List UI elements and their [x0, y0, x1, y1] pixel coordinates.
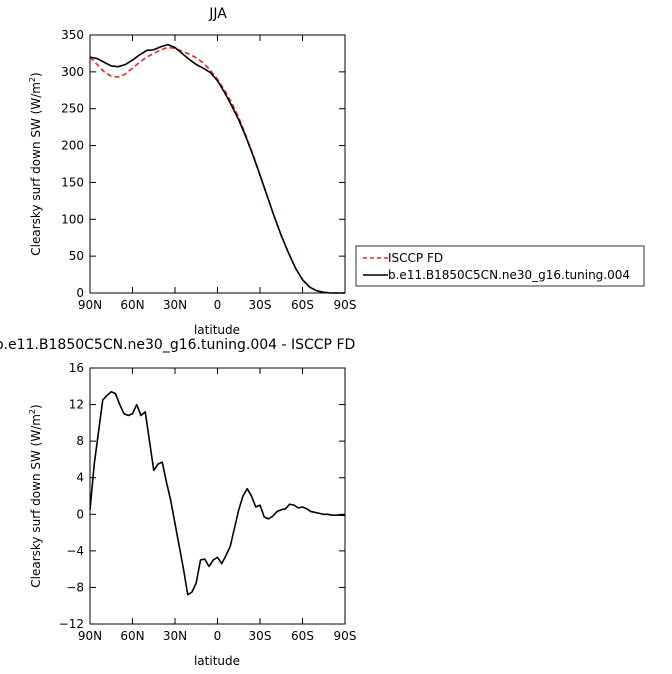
top-x-tick-label: 60N [120, 298, 144, 312]
top-y-tick-label: 50 [69, 249, 84, 263]
bottom-y-axis-label: Clearsky surf down SW (W/m2) [28, 404, 43, 587]
top-plot-frame [89, 34, 346, 294]
top-y-tick-label: 300 [61, 65, 84, 79]
bottom-x-tick-label: 0 [214, 629, 222, 643]
bottom-chart-title: b.e11.B1850C5CN.ne30_g16.tuning.004 - IS… [0, 337, 355, 353]
bottom-series-group [89, 390, 345, 596]
top-x-tick-label: 30S [249, 298, 272, 312]
top-y-tick-label: 100 [61, 212, 84, 226]
bottom-panel: b.e11.B1850C5CN.ne30_g16.tuning.004 - IS… [0, 337, 356, 668]
legend: ISCCP FD b.e11.B1850C5CN.ne30_g16.tuning… [355, 245, 645, 287]
bottom-y-tick-label: −12 [59, 617, 84, 631]
bottom-x-tick-label: 90S [334, 629, 357, 643]
top-y-axis-label: Clearsky surf down SW (W/m2) [28, 72, 43, 255]
bottom-y-ticks: −12 −8 −4 0 4 8 12 16 [59, 361, 345, 631]
top-x-tick-label: 90N [78, 298, 102, 312]
bottom-x-tick-label: 30N [163, 629, 187, 643]
top-y-tick-label: 0 [76, 286, 84, 300]
bottom-y-tick-label: 8 [76, 434, 84, 448]
bottom-series-line-0 [89, 390, 345, 596]
top-y-tick-label: 150 [61, 175, 84, 189]
top-chart-title: JJA [208, 6, 227, 22]
bottom-y-tick-label: −8 [66, 580, 84, 594]
top-panel: JJA 0 50 100 150 200 250 300 350 90N 60N 30N 0 30S 6… [28, 6, 645, 337]
top-x-tick-label: 60S [291, 298, 314, 312]
bottom-y-tick-label: 4 [76, 471, 84, 485]
top-series-line-0 [89, 46, 345, 294]
top-x-ticks: 90N 60N 30N 0 30S 60S 90S [78, 35, 357, 312]
bottom-y-tick-label: 0 [76, 507, 84, 521]
bottom-x-tick-label: 60S [291, 629, 314, 643]
bottom-x-ticks: 90N 60N 30N 0 30S 60S 90S [78, 368, 357, 643]
bottom-y-tick-label: 12 [69, 398, 84, 412]
top-x-tick-label: 90S [334, 298, 357, 312]
legend-box [355, 245, 645, 287]
bottom-y-tick-label: 16 [69, 361, 84, 375]
legend-label-isccp: ISCCP FD [388, 251, 443, 265]
bottom-x-tick-label: 60N [120, 629, 144, 643]
legend-label-model: b.e11.B1850C5CN.ne30_g16.tuning.004 [388, 268, 630, 282]
top-y-ticks: 0 50 100 150 200 250 300 350 [61, 28, 345, 300]
top-series-group [89, 43, 345, 294]
top-x-tick-label: 0 [214, 298, 222, 312]
top-x-tick-label: 30N [163, 298, 187, 312]
top-series-line-1 [89, 43, 345, 294]
top-y-tick-label: 250 [61, 102, 84, 116]
bottom-y-tick-label: −4 [66, 544, 84, 558]
top-y-tick-label: 200 [61, 139, 84, 153]
top-y-tick-label: 350 [61, 28, 84, 42]
bottom-x-tick-label: 90N [78, 629, 102, 643]
bottom-x-axis-label: latitude [194, 654, 240, 668]
bottom-plot-frame [89, 367, 346, 625]
top-x-axis-label: latitude [194, 323, 240, 337]
bottom-x-tick-label: 30S [249, 629, 272, 643]
